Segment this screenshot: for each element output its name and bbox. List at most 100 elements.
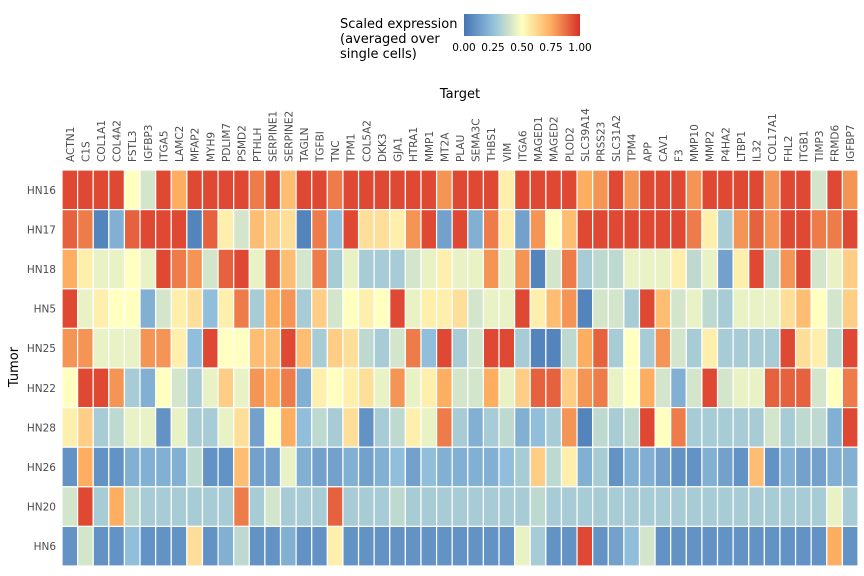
heatmap-cell-HN22-MAGED1 <box>529 367 547 409</box>
heatmap-cell-HN28-PDLIM7 <box>217 407 235 448</box>
heatmap-cell-HN17-PDLIM7 <box>217 209 235 250</box>
heatmap-cell-HN26-ACTN1 <box>61 446 79 488</box>
column-labels: ACTN1 C1S COL1A1 COL4A2 FSTL3 IGFBP3 ITGA5 LAMC… <box>65 108 857 163</box>
heatmap-cell-HN26-ITGA6 <box>514 446 531 488</box>
heatmap-cell-HN16-ITGB1 <box>794 169 812 211</box>
heatmap-cell-HN17-COL17A1 <box>763 209 781 250</box>
heatmap-cell-HN18-MFAP2 <box>186 248 204 290</box>
heatmap-cell-HN6-HTRA1 <box>404 525 422 567</box>
legend-tick-2: 0.50 <box>510 42 533 54</box>
heatmap-cell-HN26-COL1A1 <box>92 446 110 488</box>
heatmap-cell-HN17-FHL2 <box>779 209 797 250</box>
heatmap-cell-HN26-TPM4 <box>623 446 641 488</box>
heatmap-cell-HN17-MAGED1 <box>529 209 547 250</box>
heatmap-cell-HN22-LTBP1 <box>732 367 750 409</box>
heatmap-cell-HN17-COL1A1 <box>92 209 110 250</box>
heatmap-cell-HN17-F3 <box>670 209 687 250</box>
heatmap-cell-HN5-F3 <box>670 288 687 329</box>
heatmap-cell-HN5-TIMP3 <box>810 288 828 329</box>
heatmap-cell-HN20-TPM1 <box>342 486 360 527</box>
heatmap-cell-HN26-MMP10 <box>685 446 703 488</box>
heatmap-cell-HN18-VIM <box>498 248 516 290</box>
heatmap-cell-HN26-MAGED1 <box>529 446 547 488</box>
heatmap-cell-HN25-P4HA2 <box>716 327 734 369</box>
heatmap-cell-HN20-ITGA6 <box>514 486 531 527</box>
column-label-IGFBP7: IGFBP7 <box>845 125 857 163</box>
heatmap-cell-HN17-TNC <box>326 209 344 250</box>
column-label-FSTL3: FSTL3 <box>127 131 139 162</box>
heatmap-cell-HN28-TPM1 <box>342 407 360 448</box>
heatmap-cell-HN28-THBS1 <box>482 407 500 448</box>
heatmap-cell-HN20-ACTN1 <box>61 486 79 527</box>
heatmap-cell-HN5-CAV1 <box>654 288 672 329</box>
heatmap-cell-HN6-FRMD6 <box>826 525 843 567</box>
heatmap-cell-HN17-SERPINE1 <box>264 209 282 250</box>
heatmap-cell-HN22-FRMD6 <box>826 367 843 409</box>
x-axis-title: Target <box>439 87 480 102</box>
heatmap-cell-HN5-MT2A <box>435 288 453 329</box>
legend-colorbar <box>464 14 580 36</box>
heatmap-cell-HN26-PLAU <box>451 446 469 488</box>
heatmap-cell-HN26-TIMP3 <box>810 446 828 488</box>
heatmap-cell-HN28-PTHLH <box>248 407 266 448</box>
heatmap-cell-HN6-PLOD2 <box>560 525 578 567</box>
heatmap-cell-HN20-FHL2 <box>779 486 797 527</box>
heatmap-cell-HN28-APP <box>638 407 656 448</box>
heatmap-cell-HN5-VIM <box>498 288 516 329</box>
heatmap-cell-HN22-ITGB1 <box>794 367 812 409</box>
heatmap-cell-HN6-C1S <box>77 525 94 567</box>
heatmap-cell-HN25-PRSS23 <box>592 327 609 369</box>
heatmap-cell-HN20-MYH9 <box>201 486 219 527</box>
heatmap-cell-HN18-PRSS23 <box>592 248 609 290</box>
heatmap-cell-HN28-COL5A2 <box>357 407 375 448</box>
heatmap-cell-HN17-IGFBP7 <box>841 209 859 250</box>
column-label-COL5A2: COL5A2 <box>361 120 373 162</box>
column-label-MT2A: MT2A <box>439 132 451 162</box>
heatmap-cell-HN20-SERPINE1 <box>264 486 282 527</box>
heatmap-cell-HN26-IGFBP7 <box>841 446 859 488</box>
heatmap-cell-HN26-MMP2 <box>701 446 719 488</box>
heatmap-cell-HN6-CAV1 <box>654 525 672 567</box>
heatmap-cell-HN5-P4HA2 <box>716 288 734 329</box>
column-label-SERPINE2: SERPINE2 <box>283 111 295 162</box>
heatmap-cell-HN28-COL17A1 <box>763 407 781 448</box>
column-label-HTRA1: HTRA1 <box>408 127 420 162</box>
heatmap-cell-HN16-PLAU <box>451 169 469 211</box>
heatmap-cell-HN16-P4HA2 <box>716 169 734 211</box>
heatmap-cell-HN18-FSTL3 <box>123 248 141 290</box>
column-label-TAGLN: TAGLN <box>299 128 311 163</box>
heatmap-cell-HN18-PTHLH <box>248 248 266 290</box>
heatmap-cell-HN25-C1S <box>77 327 94 369</box>
column-label-PSMD2: PSMD2 <box>236 125 248 162</box>
heatmap-cell-HN25-COL17A1 <box>763 327 781 369</box>
heatmap-cell-HN6-THBS1 <box>482 525 500 567</box>
column-label-PDLIM7: PDLIM7 <box>221 123 233 162</box>
heatmap-cell-HN5-TPM4 <box>623 288 641 329</box>
heatmap-cell-HN25-MMP1 <box>420 327 438 369</box>
heatmap-cell-HN6-SERPINE2 <box>279 525 297 567</box>
heatmap-cell-HN25-FHL2 <box>779 327 797 369</box>
heatmap-cell-HN22-TPM4 <box>623 367 641 409</box>
heatmap-cell-HN22-SEMA3C <box>467 367 485 409</box>
heatmap-cell-HN28-LTBP1 <box>732 407 750 448</box>
heatmap-cell-HN26-TAGLN <box>295 446 313 488</box>
heatmap-cell-HN6-FHL2 <box>779 525 797 567</box>
legend-title-line-2: (averaged over <box>340 32 440 47</box>
heatmap-cell-HN6-MAGED2 <box>545 525 563 567</box>
heatmap-cell-HN25-FSTL3 <box>123 327 141 369</box>
heatmap-cell-HN28-ITGA6 <box>514 407 531 448</box>
column-label-PRSS23: PRSS23 <box>595 122 607 162</box>
heatmap-cell-HN28-SEMA3C <box>467 407 485 448</box>
heatmap-cell-HN25-SLC39A14 <box>576 327 594 369</box>
heatmap-cell-HN26-IL32 <box>748 446 765 488</box>
heatmap-cell-HN28-ACTN1 <box>61 407 79 448</box>
heatmap-cell-HN18-ACTN1 <box>61 248 79 290</box>
heatmap-cell-HN22-TNC <box>326 367 344 409</box>
heatmap-cell-HN17-SLC39A14 <box>576 209 594 250</box>
heatmap-cell-HN26-COL5A2 <box>357 446 375 488</box>
heatmap-cell-HN5-MMP1 <box>420 288 438 329</box>
heatmap-cell-HN17-COL4A2 <box>108 209 126 250</box>
heatmap-cell-HN22-F3 <box>670 367 687 409</box>
heatmap-cell-HN16-PSMD2 <box>233 169 250 211</box>
heatmap-cell-HN18-IL32 <box>748 248 765 290</box>
